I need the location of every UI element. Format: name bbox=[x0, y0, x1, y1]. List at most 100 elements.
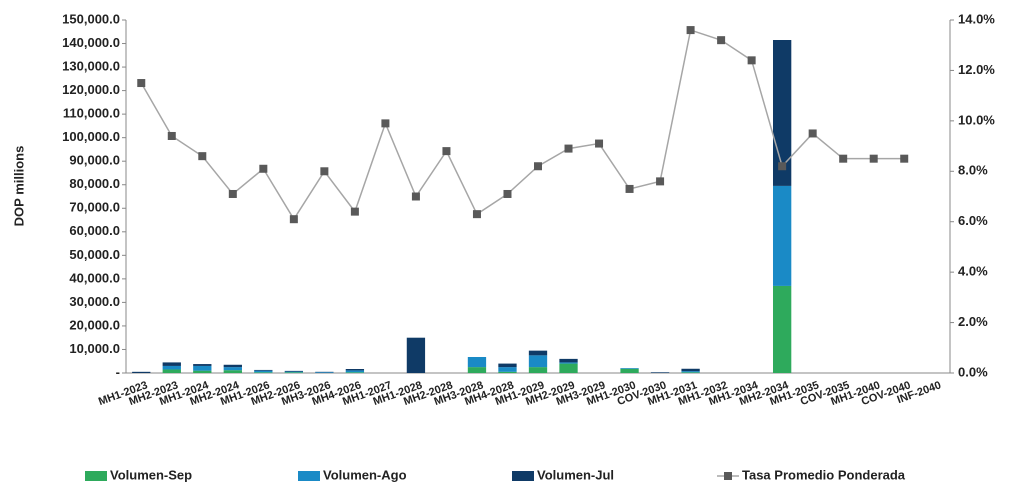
y-tick-label: - bbox=[116, 364, 120, 379]
y-tick-label: 60,000.0 bbox=[69, 223, 120, 238]
line-marker bbox=[625, 184, 634, 193]
line-marker bbox=[503, 189, 512, 198]
bar-segment bbox=[132, 371, 151, 373]
bar-segment bbox=[193, 370, 212, 373]
bar-segment bbox=[772, 185, 792, 286]
bar-segment bbox=[284, 370, 304, 372]
bar-segment bbox=[528, 350, 548, 356]
legend-label: Volumen-Sep bbox=[110, 467, 192, 482]
bar-segment bbox=[528, 367, 548, 373]
y2-tick-label: 4.0% bbox=[958, 264, 988, 279]
y2-tick-label: 12.0% bbox=[958, 62, 995, 77]
line-marker bbox=[839, 154, 848, 163]
bar-segment bbox=[284, 372, 304, 373]
y2-tick-label: 8.0% bbox=[958, 163, 988, 178]
line-marker bbox=[411, 192, 420, 201]
line-marker bbox=[320, 167, 329, 176]
line-marker bbox=[350, 207, 359, 216]
bar-segment bbox=[498, 371, 517, 373]
line-marker bbox=[259, 164, 268, 173]
line-marker bbox=[808, 129, 817, 138]
bar-segment bbox=[681, 368, 700, 372]
line-marker bbox=[289, 215, 298, 224]
bar-segment bbox=[528, 355, 548, 368]
line-marker bbox=[595, 139, 604, 148]
bar-segment bbox=[559, 363, 578, 373]
bar-segment bbox=[223, 364, 242, 368]
bar-segment bbox=[345, 372, 365, 373]
bar-segment bbox=[193, 365, 212, 371]
y-tick-label: 130,000.0 bbox=[62, 59, 120, 74]
bar-segment bbox=[620, 368, 639, 369]
legend-marker bbox=[724, 472, 732, 480]
y-tick-label: 50,000.0 bbox=[69, 247, 120, 262]
bar-segment bbox=[315, 372, 334, 373]
y-tick-label: 40,000.0 bbox=[69, 270, 120, 285]
line-marker bbox=[472, 210, 481, 219]
bar-segment bbox=[254, 370, 273, 373]
line-marker bbox=[198, 152, 207, 161]
line-marker bbox=[869, 154, 878, 163]
y2-tick-label: 2.0% bbox=[958, 314, 988, 329]
line-marker bbox=[686, 26, 695, 35]
legend-swatch bbox=[85, 471, 107, 481]
y-tick-label: 100,000.0 bbox=[62, 129, 120, 144]
y-axis-title: DOP millions bbox=[11, 146, 26, 227]
bar-segment bbox=[498, 363, 517, 368]
bar-segment bbox=[467, 356, 487, 368]
bar-segment bbox=[345, 368, 365, 371]
y-tick-label: 90,000.0 bbox=[69, 153, 120, 168]
line-marker bbox=[534, 162, 542, 171]
line-marker bbox=[747, 56, 756, 65]
bar-segment bbox=[650, 372, 670, 373]
bar-segment bbox=[406, 337, 426, 373]
legend-label: Volumen-Ago bbox=[323, 467, 407, 482]
line-marker bbox=[137, 79, 146, 88]
bar-segment bbox=[223, 367, 242, 371]
y-tick-label: 110,000.0 bbox=[63, 106, 120, 121]
bar-segment bbox=[559, 362, 578, 364]
y-tick-label: 150,000.0 bbox=[62, 11, 120, 26]
bar-segment bbox=[681, 371, 700, 373]
line-marker bbox=[564, 144, 573, 153]
line-marker bbox=[167, 131, 176, 140]
bar-segment bbox=[772, 285, 792, 373]
y-tick-label: 20,000.0 bbox=[69, 317, 120, 332]
line-marker bbox=[900, 154, 909, 163]
bar-segment bbox=[162, 369, 181, 373]
bar-segment bbox=[162, 362, 181, 366]
legend-label: Volumen-Jul bbox=[537, 467, 614, 482]
line-marker bbox=[228, 189, 237, 198]
bar-segment bbox=[193, 364, 212, 366]
bar-segment bbox=[681, 372, 700, 373]
bar-segment bbox=[559, 358, 578, 363]
y-tick-label: 80,000.0 bbox=[69, 176, 120, 191]
legend-swatch bbox=[512, 471, 534, 481]
legend-swatch bbox=[298, 471, 320, 481]
bar-segment bbox=[620, 368, 639, 373]
y-tick-label: 140,000.0 bbox=[62, 35, 120, 50]
legend-label: Tasa Promedio Ponderada bbox=[742, 467, 906, 482]
line-marker bbox=[717, 36, 726, 45]
y2-tick-label: 10.0% bbox=[958, 112, 995, 127]
bar-segment bbox=[498, 367, 517, 372]
line bbox=[140, 29, 905, 221]
bar-segment bbox=[284, 371, 304, 373]
bar-segment bbox=[345, 370, 365, 373]
y2-tick-label: 6.0% bbox=[958, 213, 988, 228]
bar-segment bbox=[254, 372, 273, 373]
bar-segment bbox=[467, 367, 487, 373]
line-marker bbox=[778, 162, 787, 171]
bar-segment bbox=[162, 365, 181, 370]
y-tick-label: 30,000.0 bbox=[69, 294, 120, 309]
y2-tick-label: 14.0% bbox=[958, 11, 995, 26]
y-tick-label: 10,000.0 bbox=[69, 341, 120, 356]
line-marker bbox=[442, 147, 451, 156]
bar-segment bbox=[223, 370, 242, 373]
line-marker bbox=[381, 119, 390, 128]
line-marker bbox=[656, 177, 665, 186]
y-tick-label: 70,000.0 bbox=[69, 200, 120, 215]
y2-tick-label: 0.0% bbox=[958, 364, 988, 379]
y-tick-label: 120,000.0 bbox=[62, 82, 120, 97]
